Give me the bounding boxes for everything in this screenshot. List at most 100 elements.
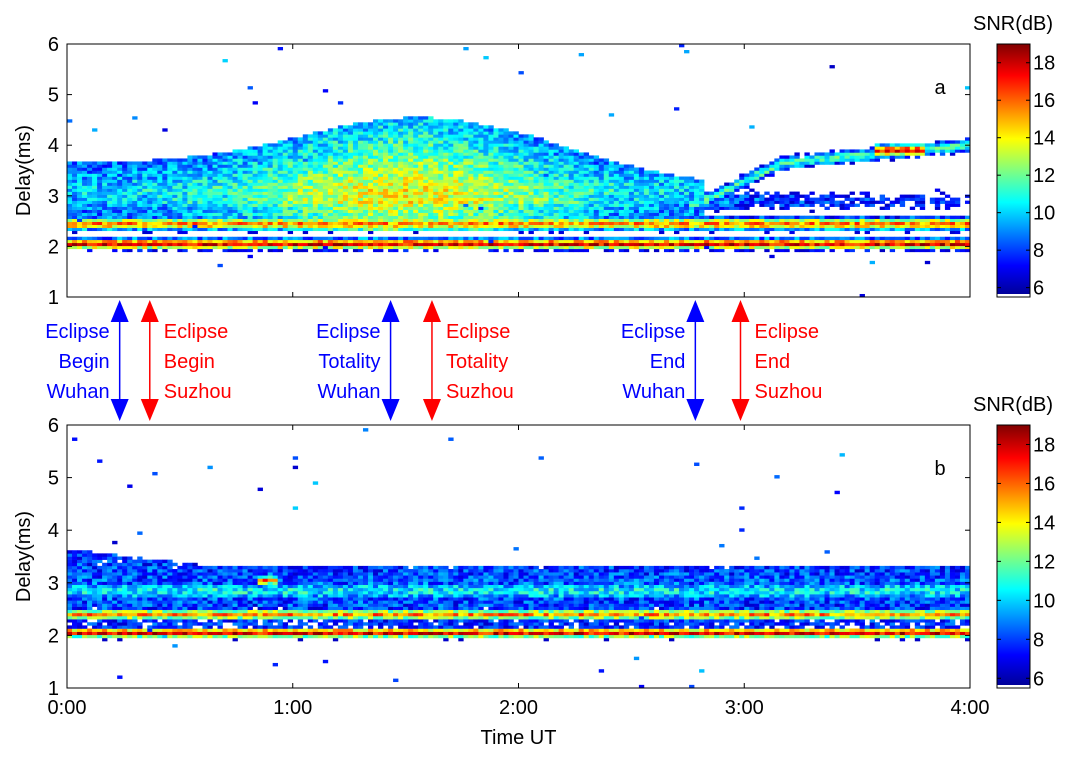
heatmap-cell	[167, 182, 173, 186]
heatmap-cell	[352, 194, 359, 198]
heatmap-cell	[618, 242, 625, 247]
heatmap-cell	[613, 170, 620, 174]
heatmap-cell	[267, 209, 273, 213]
heatmap-cell	[327, 221, 334, 226]
heatmap-cell	[322, 176, 329, 180]
heatmap-cell	[352, 137, 359, 141]
heatmap-cell	[317, 149, 324, 153]
heatmap-cell	[388, 248, 394, 253]
heatmap-cell	[127, 239, 133, 244]
heatmap-cell	[799, 221, 805, 226]
heatmap-cell	[538, 191, 544, 195]
heatmap-cell	[789, 191, 795, 195]
heatmap-cell	[648, 179, 655, 183]
heatmap-cell	[247, 245, 253, 250]
heatmap-cell	[187, 188, 193, 192]
heatmap-cell	[453, 152, 459, 156]
heatmap-cell	[433, 155, 439, 159]
heatmap-cell	[774, 161, 780, 165]
heatmap-cell	[448, 131, 454, 135]
heatmap-cell	[558, 236, 564, 241]
heatmap-cell	[829, 242, 835, 247]
heatmap-cell	[287, 185, 294, 189]
heatmap-cell	[383, 158, 389, 162]
heatmap-cell	[749, 170, 755, 174]
heatmap-cell	[593, 164, 600, 168]
heatmap-cell	[102, 188, 108, 192]
heatmap-cell	[87, 194, 93, 198]
heatmap-cell	[618, 221, 625, 226]
heatmap-cell	[107, 212, 113, 216]
heatmap-cell	[653, 170, 660, 174]
heatmap-cell	[463, 158, 469, 162]
heatmap-cell	[854, 203, 860, 207]
heatmap-cell	[162, 248, 168, 253]
heatmap-cell	[784, 200, 790, 204]
heatmap-cell	[197, 173, 203, 177]
heatmap-cell	[719, 242, 725, 247]
heatmap-cell	[342, 236, 349, 241]
heatmap-cell	[864, 203, 870, 207]
heatmap-cell	[443, 221, 449, 226]
heatmap-cell	[383, 137, 389, 141]
heatmap-cell	[553, 248, 559, 253]
heatmap-cell	[834, 239, 840, 244]
heatmap-cell	[694, 188, 700, 192]
heatmap-cell	[623, 197, 630, 201]
heatmap-cell	[423, 221, 429, 226]
heatmap-cell	[583, 176, 590, 180]
heatmap-cell	[669, 218, 675, 222]
heatmap-cell	[252, 206, 258, 210]
heatmap-cell	[232, 155, 238, 159]
heatmap-cell	[142, 161, 148, 165]
heatmap-cell	[237, 167, 243, 171]
heatmap-cell	[558, 173, 564, 177]
heatmap-cell	[82, 215, 88, 219]
heatmap-cell	[663, 221, 670, 226]
heatmap-cell	[342, 167, 349, 171]
heatmap-cell	[398, 143, 404, 147]
heatmap-cell	[408, 179, 414, 183]
heatmap-cell	[468, 134, 474, 138]
heatmap-cell	[694, 194, 700, 198]
heatmap-cell	[112, 239, 118, 244]
heatmap-cell	[904, 143, 911, 147]
heatmap-cell	[618, 209, 625, 213]
heatmap-cell	[352, 155, 359, 159]
heatmap-cell	[638, 242, 645, 247]
heatmap-cell	[242, 152, 248, 156]
heatmap-cell	[774, 221, 780, 226]
heatmap-cell	[142, 182, 148, 186]
heatmap-cell	[292, 146, 299, 150]
heatmap-cell	[904, 230, 911, 235]
heatmap-cell	[598, 167, 605, 171]
heatmap-cell	[337, 224, 344, 229]
heatmap-cell	[398, 215, 404, 219]
heatmap-cell	[709, 191, 715, 195]
heatmap-cell	[523, 170, 529, 174]
heatmap-cell	[583, 242, 590, 247]
heatmap-cell	[488, 140, 494, 144]
heatmap-cell	[563, 248, 569, 253]
heatmap-cell	[212, 167, 218, 171]
heatmap-cell	[262, 179, 268, 183]
heatmap-cell	[869, 224, 875, 229]
heatmap-cell	[347, 170, 354, 174]
heatmap-cell	[92, 224, 98, 229]
heatmap-cell	[744, 242, 750, 247]
heatmap-cell	[332, 245, 339, 250]
heatmap-cell	[538, 152, 544, 156]
heatmap-cell	[653, 206, 660, 210]
heatmap-cell	[222, 194, 228, 198]
heatmap-cell	[267, 176, 273, 180]
heatmap-cell	[684, 182, 690, 186]
heatmap-cell	[252, 236, 258, 241]
heatmap-cell	[157, 227, 163, 232]
heatmap-cell	[488, 248, 494, 253]
heatmap-cell	[884, 155, 891, 159]
heatmap-cell	[227, 176, 233, 180]
heatmap-cell	[408, 140, 414, 144]
heatmap-cell	[669, 245, 675, 250]
heatmap-cell	[322, 140, 329, 144]
heatmap-cell	[67, 176, 73, 180]
